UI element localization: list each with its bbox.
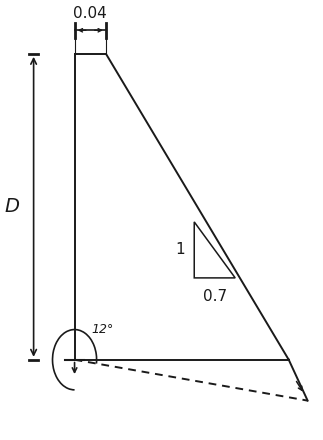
Text: 0.04: 0.04 xyxy=(73,6,107,21)
Text: 0.7: 0.7 xyxy=(203,289,227,304)
Text: 12°: 12° xyxy=(92,323,114,336)
Text: 1: 1 xyxy=(175,242,185,257)
Text: D: D xyxy=(4,197,19,216)
